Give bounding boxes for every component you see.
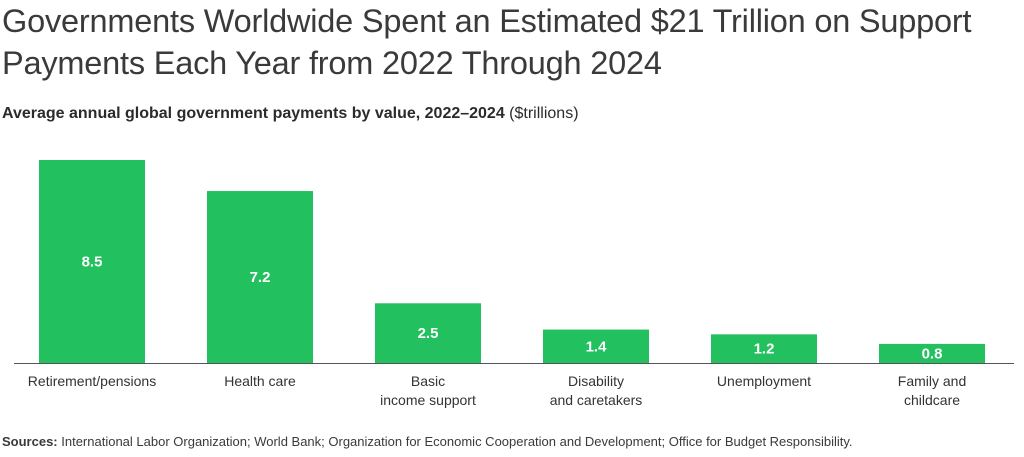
bar-2: [375, 303, 481, 363]
category-label-3: Disability and caretakers: [550, 373, 643, 408]
category-label-line: Disability: [568, 373, 624, 389]
bar-value-label-4: 1.2: [754, 341, 775, 358]
category-label-line: Basic: [411, 373, 445, 389]
category-label-2: Basic income support: [380, 373, 476, 408]
subtitle-unit: ($trillions): [504, 105, 579, 122]
value-labels-layer: 8.5 7.2 2.5 1.4 1.2 0.8: [82, 254, 943, 363]
category-label-line: and caretakers: [550, 392, 643, 408]
bar-3: [543, 329, 649, 363]
bars-layer: [39, 160, 985, 363]
sources-label: Sources:: [2, 434, 58, 449]
chart-title: Governments Worldwide Spent an Estimated…: [2, 3, 972, 81]
category-label-line: Family and: [898, 373, 966, 389]
category-label-line: Health care: [224, 373, 296, 389]
category-label-5: Family and childcare: [898, 373, 966, 408]
bar-0: [39, 160, 145, 363]
category-label-1: Health care: [224, 373, 296, 389]
bar-chart: 8.5 7.2 2.5 1.4 1.2 0.8 Retirement/pensions He…: [14, 160, 1014, 408]
category-label-line: Retirement/pensions: [28, 373, 156, 389]
bar-value-label-3: 1.4: [586, 338, 608, 355]
sources-text: International Labor Organization; World …: [57, 434, 853, 449]
bar-4: [711, 334, 817, 363]
sources-note: Sources: International Labor Organizatio…: [2, 433, 853, 451]
bar-5: [879, 343, 985, 363]
category-label-line: income support: [380, 392, 476, 408]
category-label-0: Retirement/pensions: [28, 373, 156, 389]
bar-value-label-0: 8.5: [82, 254, 103, 271]
category-label-line: Unemployment: [717, 373, 811, 389]
bar-1: [207, 191, 313, 363]
category-label-line: childcare: [904, 392, 960, 408]
category-label-4: Unemployment: [717, 373, 811, 389]
bar-value-label-2: 2.5: [418, 325, 439, 342]
bar-value-label-1: 7.2: [250, 269, 271, 286]
category-labels-layer: Retirement/pensions Health care Basic incom…: [28, 373, 966, 408]
subtitle-main: Average annual global government payment…: [2, 105, 505, 122]
chart-subtitle: Average annual global government payment…: [2, 104, 579, 124]
bar-value-label-5: 0.8: [922, 345, 943, 362]
